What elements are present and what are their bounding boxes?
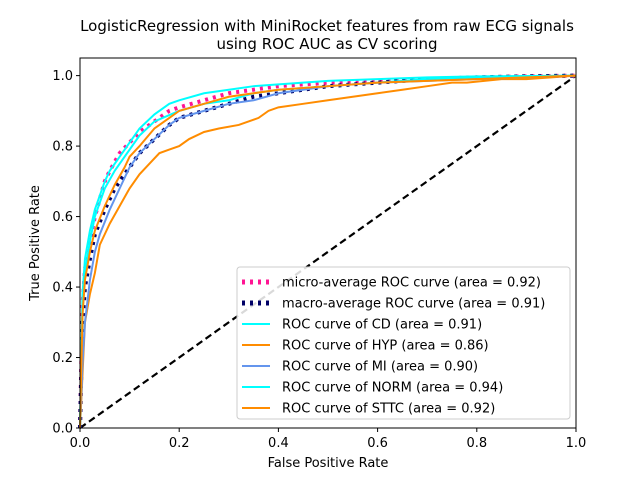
x-axis-ticks: 0.0 0.2 0.4 0.6 0.8 1.0 xyxy=(70,428,587,451)
legend-label: ROC curve of MI (area = 0.90) xyxy=(282,360,478,375)
y-tick-label: 0.0 xyxy=(52,422,73,437)
y-tick-label: 0.2 xyxy=(52,351,73,366)
x-tick-label: 0.8 xyxy=(466,436,487,451)
legend-label: ROC curve of STTC (area = 0.92) xyxy=(282,402,495,417)
x-tick-label: 1.0 xyxy=(566,436,587,451)
roc-series-line-roc-curve-of-sttc xyxy=(79,74,577,429)
legend-box xyxy=(236,266,571,420)
y-tick-label: 0.4 xyxy=(52,281,73,296)
roc-series-line-micro-average-roc-curve xyxy=(78,73,577,429)
x-tick-label: 0.0 xyxy=(70,436,91,451)
y-tick-label: 0.6 xyxy=(52,210,73,225)
chance-diagonal-line xyxy=(79,74,577,429)
x-tick-label: 0.6 xyxy=(367,436,388,451)
x-axis-label: False Positive Rate xyxy=(268,456,389,471)
x-tick-label: 0.2 xyxy=(169,436,190,451)
legend-label: ROC curve of HYP (area = 0.86) xyxy=(282,339,489,354)
roc-series-line-roc-curve-of-hyp xyxy=(79,74,577,429)
roc-series-line-roc-curve-of-norm xyxy=(79,74,577,429)
y-axis-label: True Positive Rate xyxy=(28,185,43,302)
chart-title-line-2: using ROC AUC as CV scoring xyxy=(216,35,437,53)
roc-curves xyxy=(78,73,577,429)
legend-label: ROC curve of NORM (area = 0.94) xyxy=(282,381,503,396)
y-tick-label: 1.0 xyxy=(52,69,73,84)
legend: micro-average ROC curve (area = 0.92) mac… xyxy=(236,266,571,420)
legend-label: macro-average ROC curve (area = 0.91) xyxy=(282,297,545,312)
chart-title-line-1: LogisticRegression with MiniRocket featu… xyxy=(80,17,574,35)
y-tick-label: 0.8 xyxy=(52,140,73,155)
plot-frame xyxy=(79,57,577,429)
legend-label: ROC curve of CD (area = 0.91) xyxy=(282,318,482,333)
y-axis-ticks: 0.0 0.2 0.4 0.6 0.8 1.0 xyxy=(52,69,80,437)
x-tick-label: 0.4 xyxy=(268,436,289,451)
legend-label: micro-average ROC curve (area = 0.92) xyxy=(282,276,541,291)
